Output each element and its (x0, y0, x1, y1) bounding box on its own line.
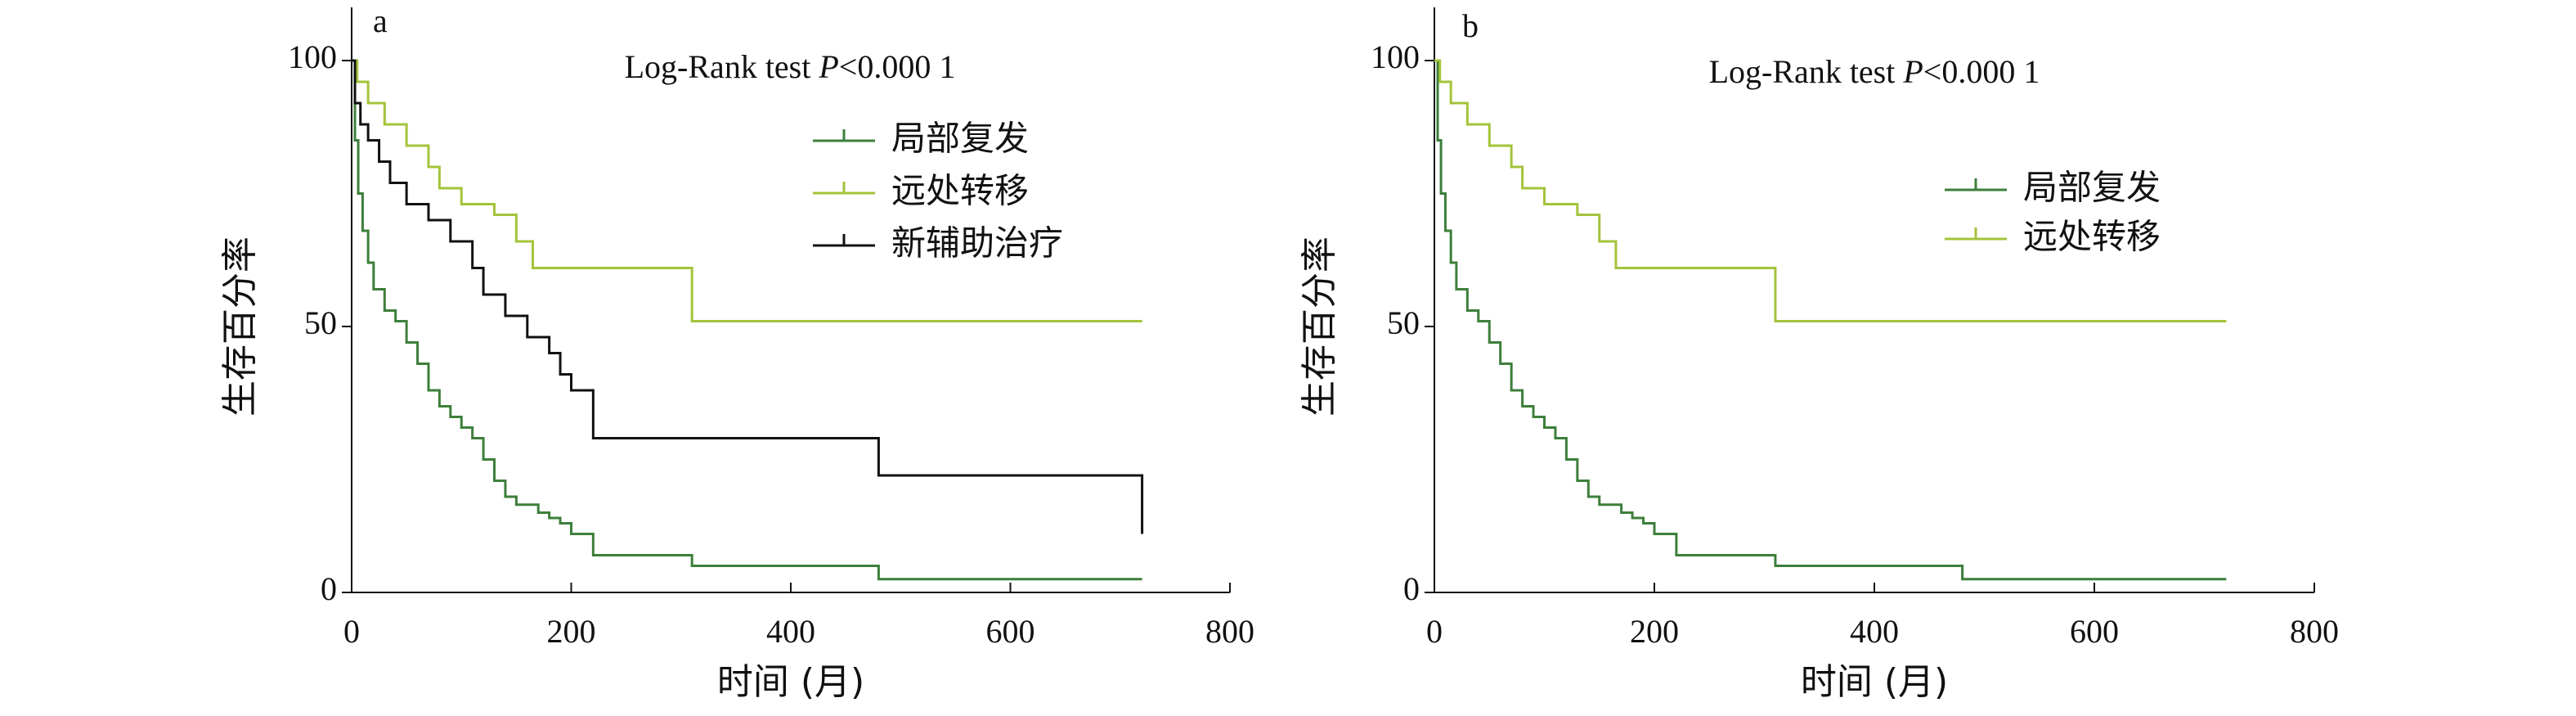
annotation-part: Log-Rank test (625, 48, 819, 85)
annotation-part: P (1902, 53, 1923, 90)
y-tick-label: 100 (288, 38, 337, 75)
legend-label: 局部复发 (891, 119, 1029, 159)
panel-label: b (1462, 7, 1479, 44)
x-tick-label: 800 (2290, 613, 2339, 650)
x-tick-label: 200 (547, 613, 596, 650)
legend-label: 远处转移 (2023, 217, 2161, 257)
y-tick-label: 0 (1403, 570, 1420, 607)
x-tick-label: 800 (1205, 613, 1254, 650)
y-axis-title: 生存百分率 (219, 236, 261, 417)
x-tick-label: 0 (1426, 613, 1443, 650)
annotation-part: P (818, 48, 838, 85)
y-axis-title: 生存百分率 (1299, 236, 1340, 417)
x-tick-label: 0 (343, 613, 360, 650)
survival-curve (1434, 59, 2227, 581)
x-tick-label: 600 (2070, 613, 2119, 650)
y-tick-label: 50 (304, 304, 337, 341)
x-tick-label: 200 (1630, 613, 1679, 650)
annotation: Log-Rank test P<0.000 1 (625, 48, 956, 85)
survival-curve (352, 59, 1144, 534)
annotation: Log-Rank test P<0.000 1 (1709, 53, 2040, 90)
panel-label: a (373, 2, 388, 39)
legend-label: 局部复发 (2023, 168, 2161, 208)
y-tick-label: 100 (1371, 38, 1420, 75)
x-tick-label: 400 (766, 613, 815, 650)
x-tick-label: 600 (986, 613, 1035, 650)
annotation-part: <0.000 1 (839, 48, 956, 85)
survival-curve (352, 59, 1142, 581)
x-axis-title: 时间 (月) (717, 661, 864, 703)
x-axis-title: 时间 (月) (1801, 661, 1948, 703)
y-tick-label: 50 (1387, 304, 1420, 341)
survival-curve (352, 59, 1142, 322)
legend-label: 新辅助治疗 (891, 223, 1063, 263)
x-tick-label: 400 (1850, 613, 1899, 650)
y-tick-label: 0 (321, 570, 337, 607)
annotation-part: <0.000 1 (1923, 53, 2040, 90)
annotation-part: Log-Rank test (1709, 53, 1904, 90)
legend-label: 远处转移 (891, 171, 1029, 211)
survival-curve (1434, 59, 2227, 322)
